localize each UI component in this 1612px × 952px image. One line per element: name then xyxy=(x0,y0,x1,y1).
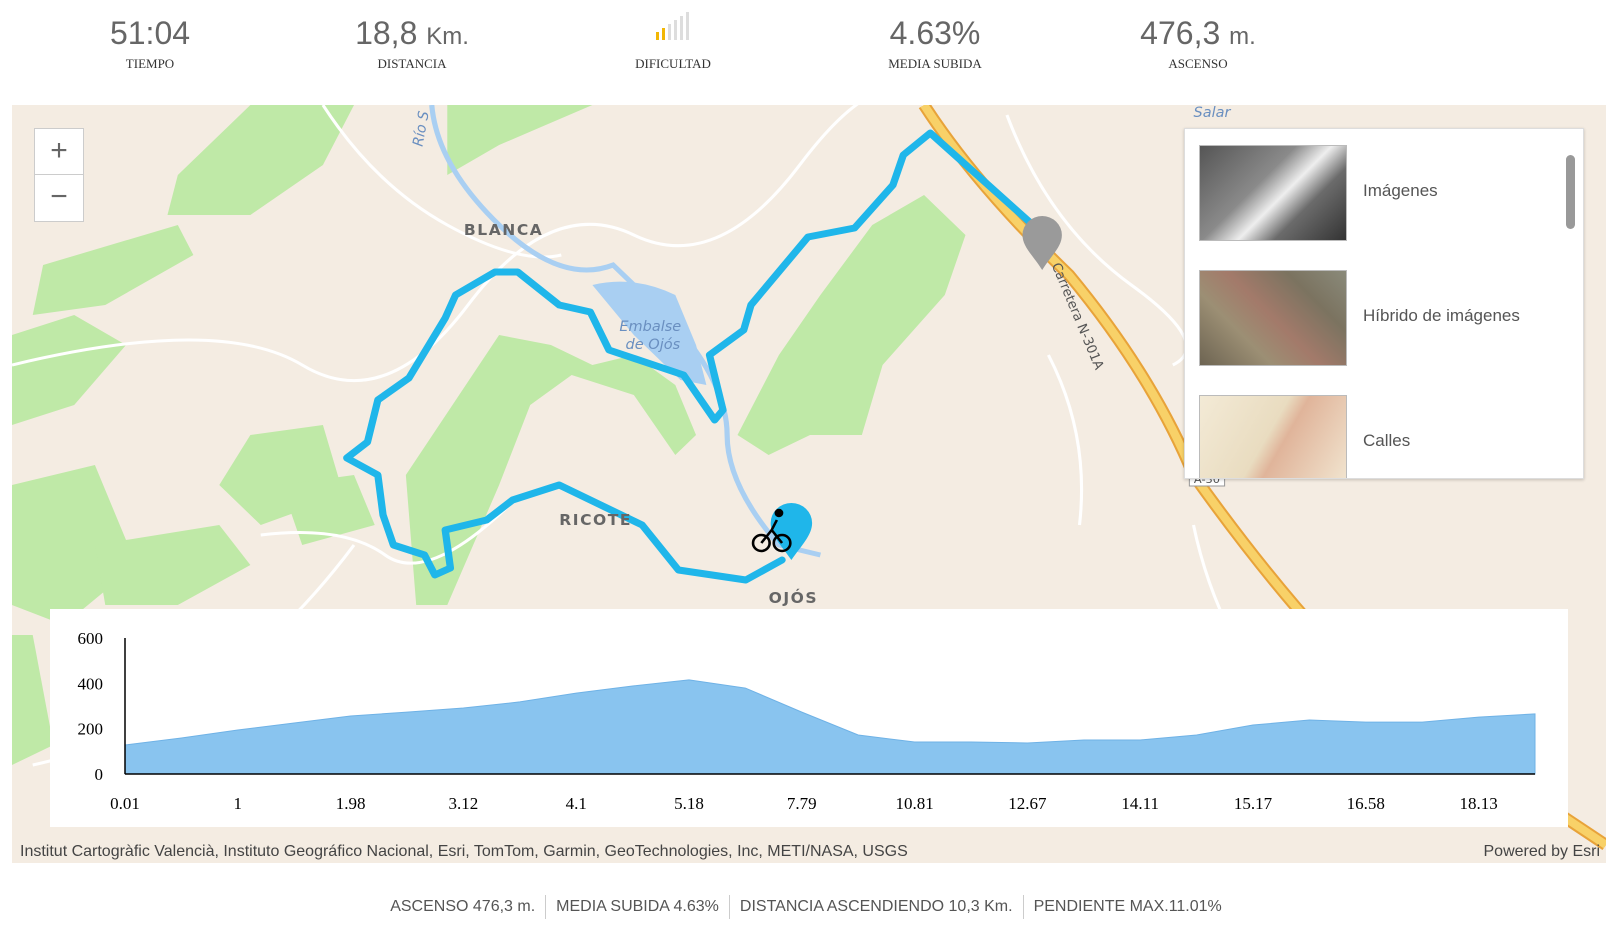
layer-thumbnail xyxy=(1199,270,1347,366)
start-pin[interactable] xyxy=(1022,216,1062,270)
x-tick-label: 4.1 xyxy=(566,794,587,813)
y-tick-label: 0 xyxy=(95,765,104,784)
attribution: Institut Cartogràfic Valencià, Instituto… xyxy=(20,843,908,860)
layer-thumbnail xyxy=(1199,395,1347,478)
stat: 51:04 TIEMPO xyxy=(40,12,260,72)
cyclist-icon xyxy=(751,508,792,553)
x-tick-label: 15.17 xyxy=(1234,794,1273,813)
x-tick-label: 7.79 xyxy=(787,794,817,813)
stat-label: MEDIA SUBIDA xyxy=(888,56,982,71)
difficulty-icon xyxy=(563,12,783,54)
stat-label: DISTANCIA xyxy=(377,56,447,71)
stat-label: ASCENSO xyxy=(1168,56,1228,71)
basemap-gallery: Imágenes Híbrido de imágenes Calles xyxy=(1184,128,1584,479)
layer-name: Calles xyxy=(1363,431,1411,450)
x-tick-label: 0.01 xyxy=(110,794,140,813)
place-label: RICOTE xyxy=(559,511,632,529)
vegetation xyxy=(12,105,966,765)
stat-unit: m. xyxy=(1229,23,1256,50)
water-label: Río S xyxy=(410,110,432,148)
x-tick-label: 1 xyxy=(234,794,243,813)
stat-label: TIEMPO xyxy=(125,56,175,71)
elevation-area xyxy=(124,679,1536,775)
summary-bar: ASCENSO 476,3 m. MEDIA SUBIDA 4.63% DIST… xyxy=(0,895,1612,919)
scrollbar[interactable] xyxy=(1566,155,1575,229)
summary-item: MEDIA SUBIDA 4.63% xyxy=(545,895,729,919)
place-label: Salar xyxy=(1194,105,1232,121)
x-tick-label: 1.98 xyxy=(336,794,366,813)
end-pin[interactable] xyxy=(770,503,813,560)
x-tick-label: 5.18 xyxy=(674,794,704,813)
y-tick-label: 400 xyxy=(78,674,104,693)
stat-unit: Km. xyxy=(426,23,469,50)
route xyxy=(343,129,1037,584)
place-label: OJÓS xyxy=(769,588,819,607)
layer-thumbnail xyxy=(1199,145,1347,241)
stat-value: 476,3 m. xyxy=(1088,12,1308,54)
stat-value: 4.63% xyxy=(889,15,981,51)
stat-value: 18,8 Km. xyxy=(302,12,522,54)
place-label: BLANCA xyxy=(464,221,544,239)
y-tick-label: 600 xyxy=(78,629,104,648)
x-tick-label: 12.67 xyxy=(1008,794,1047,813)
stat: 476,3 m. ASCENSO xyxy=(1088,12,1308,72)
water-label: Embalse xyxy=(619,319,681,335)
stat-value: 51:04 xyxy=(109,15,191,51)
zoom-out[interactable]: − xyxy=(34,174,84,222)
layer-name: Imágenes xyxy=(1363,181,1438,200)
y-tick-label: 200 xyxy=(78,720,104,739)
stat: DIFICULTAD xyxy=(563,12,783,72)
layer-name: Híbrido de imágenes xyxy=(1363,306,1520,325)
x-tick-label: 10.81 xyxy=(895,794,933,813)
zoom-in[interactable]: + xyxy=(34,128,84,176)
x-tick-label: 16.58 xyxy=(1347,794,1385,813)
x-tick-label: 3.12 xyxy=(449,794,479,813)
stat-label: DIFICULTAD xyxy=(635,56,711,71)
water-label: de Ojós xyxy=(626,337,681,353)
summary-item: ASCENSO 476,3 m. xyxy=(390,898,536,915)
stat: 18,8 Km. DISTANCIA xyxy=(302,12,522,72)
powered-by: Powered by Esri xyxy=(1483,843,1601,860)
x-tick-label: 14.11 xyxy=(1121,794,1159,813)
elevation-chart: 0 200 400 600 0.01 1 1.98 3.12 4.1 5.18 7.79 10.81 1… xyxy=(50,609,1568,827)
difficulty-bars xyxy=(656,12,689,40)
summary-item: DISTANCIA ASCENDIENDO 10,3 Km. xyxy=(728,895,1023,919)
stat: 4.63% MEDIA SUBIDA xyxy=(825,12,1045,72)
summary-item: PENDIENTE MAX.11.01% xyxy=(1022,895,1232,919)
x-tick-label: 18.13 xyxy=(1459,794,1497,813)
stat-number: 476,3 xyxy=(1140,15,1221,51)
stat-number: 18,8 xyxy=(355,15,418,51)
reservoir xyxy=(592,281,707,385)
